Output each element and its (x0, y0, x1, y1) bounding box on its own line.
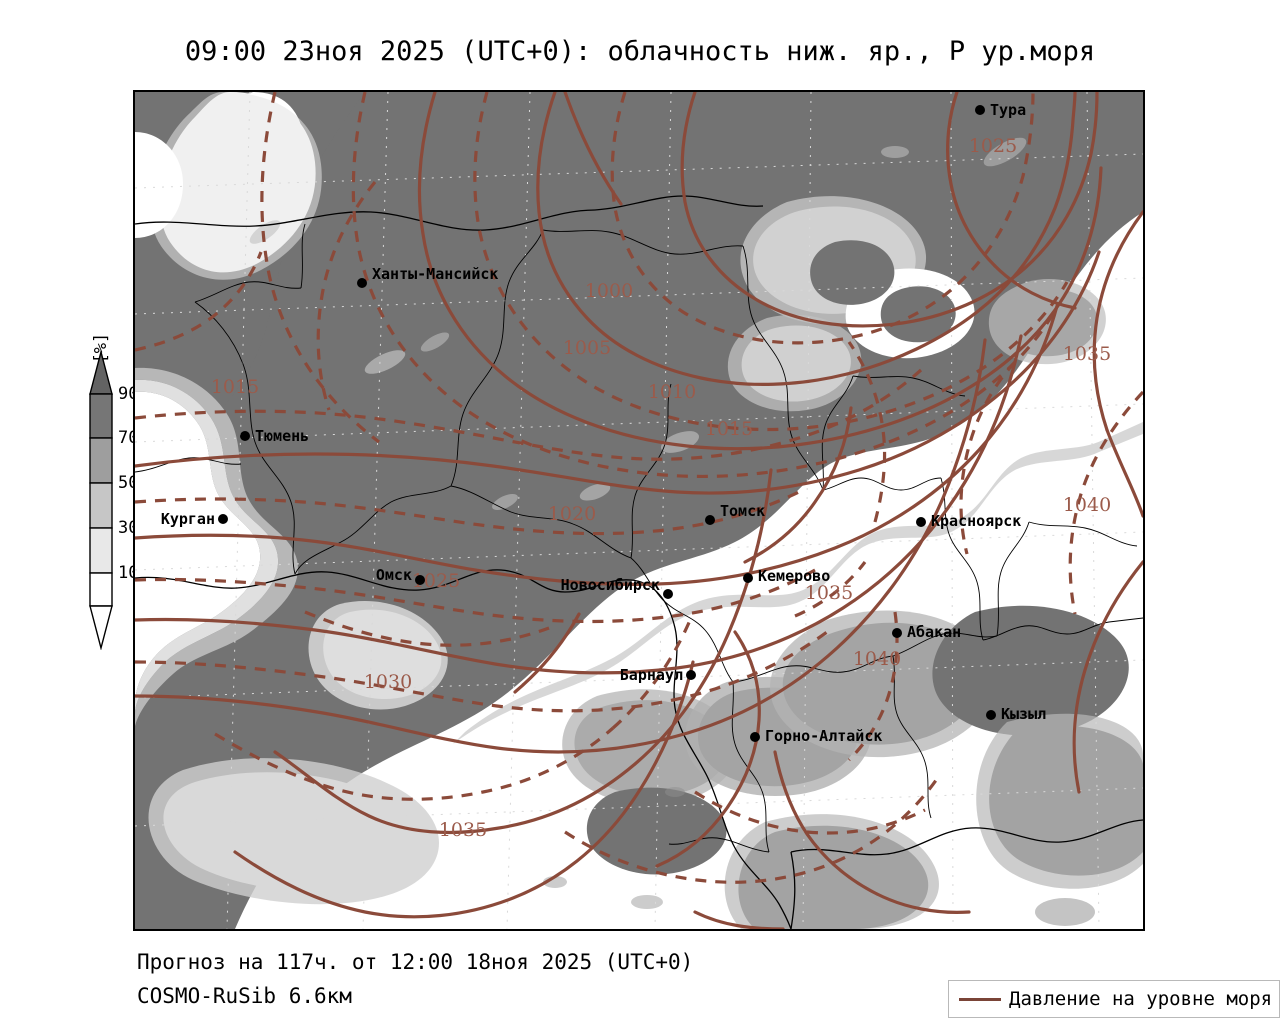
weather-map[interactable]: 1000 1005 1010 1015 1015 1020 1025 1025 1030 1035… (133, 90, 1145, 931)
isobar-label: 1000 (585, 280, 633, 302)
city-marker: Новосибирск (561, 576, 673, 599)
colorbar-gradient (89, 350, 113, 650)
city-label: Барнаул (620, 666, 683, 684)
map-canvas: 1000 1005 1010 1015 1015 1020 1025 1025 1030 1035… (135, 92, 1143, 929)
isobar-label: 1005 (563, 337, 611, 359)
city-label: Абакан (907, 623, 961, 641)
city-label: Кызыл (1001, 705, 1046, 723)
isobar-label: 1030 (364, 671, 412, 693)
city-dot-icon (357, 278, 367, 288)
isobar-label: 1015 (211, 376, 259, 398)
city-dot-icon (240, 431, 250, 441)
city-marker: Барнаул (620, 666, 696, 684)
city-label: Красноярск (931, 512, 1021, 530)
city-marker: Тюмень (240, 427, 309, 445)
city-dot-icon (415, 575, 425, 585)
isobar-label: 1035 (805, 582, 853, 604)
city-dot-icon (218, 514, 228, 524)
isobar-labels: 1000 1005 1010 1015 1015 1020 1025 1025 1030 1035… (211, 135, 1111, 841)
region-borders (135, 223, 1143, 853)
city-label: Кемерово (758, 567, 830, 585)
pressure-line-sample (959, 997, 1001, 1001)
isobar-label: 1020 (548, 503, 596, 525)
city-marker: Томск (705, 502, 765, 525)
cloud-cover-colorbar: Облачность нижнего яруса [%] 90 70 50 30… (48, 333, 138, 660)
pressure-legend-label: Давление на уровне моря (1009, 988, 1273, 1010)
city-marker: Красноярск (916, 512, 1021, 530)
city-dot-icon (750, 732, 760, 742)
isobar-label: 1035 (439, 819, 487, 841)
city-dot-icon (705, 515, 715, 525)
city-dot-icon (892, 628, 902, 638)
city-marker: Горно-Алтайск (750, 727, 882, 745)
city-dot-icon (986, 710, 996, 720)
city-dot-icon (916, 517, 926, 527)
forecast-info-line: Прогноз на 117ч. от 12:00 18ноя 2025 (UT… (137, 950, 694, 974)
isobars-dashed (135, 92, 1143, 884)
city-label: Тура (990, 101, 1026, 119)
isobar-label: 1040 (853, 648, 901, 670)
city-marker: Кызыл (986, 705, 1046, 723)
city-label: Омск (376, 566, 412, 584)
city-dot-icon (686, 670, 696, 680)
pressure-legend: Давление на уровне моря (948, 980, 1280, 1018)
city-label: Томск (720, 502, 765, 520)
city-label: Ханты-Мансийск (372, 265, 498, 283)
city-marker: Ханты-Мансийск (357, 265, 498, 288)
city-marker: Кемерово (743, 567, 830, 585)
city-markers: Тура Ханты-Мансийск Тюмень Курган Омск Томск К… (161, 101, 1046, 745)
isobar-label: 1040 (1063, 494, 1111, 516)
city-label: Тюмень (255, 427, 309, 445)
city-dot-icon (975, 105, 985, 115)
isobar-label: 1025 (969, 135, 1017, 157)
city-marker: Тура (975, 101, 1026, 119)
city-label: Горно-Алтайск (765, 727, 882, 745)
isobar-label: 1010 (648, 381, 696, 403)
isobar-label: 1035 (1063, 343, 1111, 365)
isobars-solid (135, 92, 1143, 929)
city-label: Новосибирск (561, 576, 660, 594)
lat-lon-grid (135, 92, 1143, 929)
city-dot-icon (743, 573, 753, 583)
isobar-label: 1015 (705, 418, 753, 440)
model-info-line: COSMO-RuSib 6.6км (137, 984, 352, 1008)
city-marker: Курган (161, 510, 228, 528)
city-marker: Абакан (892, 623, 961, 641)
city-marker: Омск (376, 566, 425, 585)
city-label: Курган (161, 510, 215, 528)
city-dot-icon (663, 589, 673, 599)
page-title: 09:00 23ноя 2025 (UTC+0): облачность ниж… (184, 36, 1096, 67)
isobar-label: 1025 (412, 570, 460, 592)
cloud-cover-field (135, 92, 1143, 929)
